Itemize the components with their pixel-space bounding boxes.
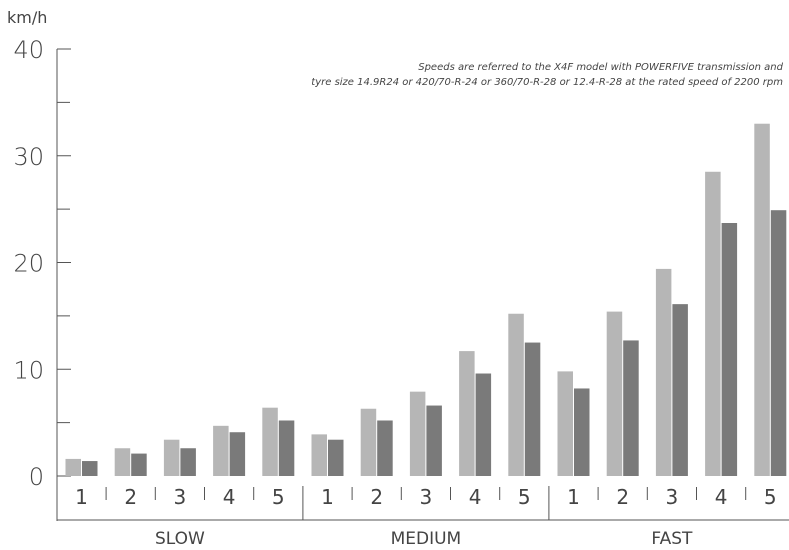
chart-note-line-1: Speeds are referred to the X4F model wit… bbox=[418, 62, 783, 73]
x-tick-label: 3 bbox=[420, 485, 433, 509]
x-tick-label: 3 bbox=[666, 485, 679, 509]
bar-series-1 bbox=[705, 171, 721, 476]
x-tick-label: 4 bbox=[223, 485, 236, 509]
bar-series-1 bbox=[459, 351, 475, 476]
bar-series-1 bbox=[213, 425, 229, 476]
bar-series-1 bbox=[409, 391, 426, 476]
axis-labels: 0 10 20 30 40 1 2 3 4 5 1 2 3 4 5 1 2 3 4 5 SLOW MEDIUM FAST bbox=[13, 36, 776, 549]
bar-series-2 bbox=[426, 405, 442, 476]
bar-series-2 bbox=[574, 388, 590, 476]
bar-series-2 bbox=[524, 342, 541, 476]
bar-series-1 bbox=[606, 311, 623, 476]
x-tick-label: 1 bbox=[567, 485, 580, 509]
bar-series-2 bbox=[377, 420, 393, 476]
group-label: SLOW bbox=[155, 529, 205, 549]
bar-series-1 bbox=[754, 123, 770, 476]
bar-series-2 bbox=[278, 420, 295, 476]
bar-series-1 bbox=[508, 313, 524, 476]
bar-series-1 bbox=[360, 408, 377, 476]
bar-series-1 bbox=[114, 448, 131, 476]
bar-series-1 bbox=[311, 434, 327, 476]
bar-series-2 bbox=[82, 461, 98, 476]
axes bbox=[56, 48, 789, 521]
bar-series-1 bbox=[65, 458, 81, 476]
y-tick-label: 40 bbox=[13, 36, 44, 64]
y-tick-label: 30 bbox=[13, 143, 44, 171]
bar-series-2 bbox=[328, 439, 344, 476]
x-tick-label: 4 bbox=[715, 485, 728, 509]
x-tick-label: 2 bbox=[370, 485, 383, 509]
bar-series-2 bbox=[623, 340, 639, 476]
bar-series-1 bbox=[655, 268, 672, 476]
bar-series-2 bbox=[475, 373, 492, 476]
x-tick-label: 4 bbox=[469, 485, 482, 509]
x-tick-label: 2 bbox=[616, 485, 629, 509]
bar-series-2 bbox=[672, 304, 688, 476]
bar-series-1 bbox=[163, 439, 180, 476]
chart-note-line-2: tyre size 14.9R24 or 420/70-R-24 or 360/… bbox=[311, 77, 783, 88]
bar-series-2 bbox=[180, 448, 196, 476]
bar-series-2 bbox=[131, 453, 147, 476]
y-tick-label: 20 bbox=[13, 250, 44, 278]
bar-series-1 bbox=[557, 371, 573, 476]
x-tick-label: 5 bbox=[272, 485, 285, 509]
bar-series-1 bbox=[262, 407, 278, 476]
x-tick-label: 5 bbox=[518, 485, 531, 509]
x-tick-label: 5 bbox=[764, 485, 777, 509]
x-tick-label: 3 bbox=[174, 485, 187, 509]
y-axis-label: km/h bbox=[7, 8, 47, 27]
group-label: MEDIUM bbox=[391, 529, 462, 549]
group-label: FAST bbox=[651, 529, 693, 549]
y-tick-label: 10 bbox=[13, 356, 44, 384]
x-tick-label: 2 bbox=[124, 485, 137, 509]
y-tick-label: 0 bbox=[29, 463, 44, 491]
bar-series-2 bbox=[229, 432, 246, 476]
bar-series-2 bbox=[721, 223, 738, 476]
x-tick-label: 1 bbox=[75, 485, 88, 509]
bars bbox=[65, 123, 787, 476]
x-tick-label: 1 bbox=[321, 485, 334, 509]
bar-series-2 bbox=[770, 210, 787, 476]
